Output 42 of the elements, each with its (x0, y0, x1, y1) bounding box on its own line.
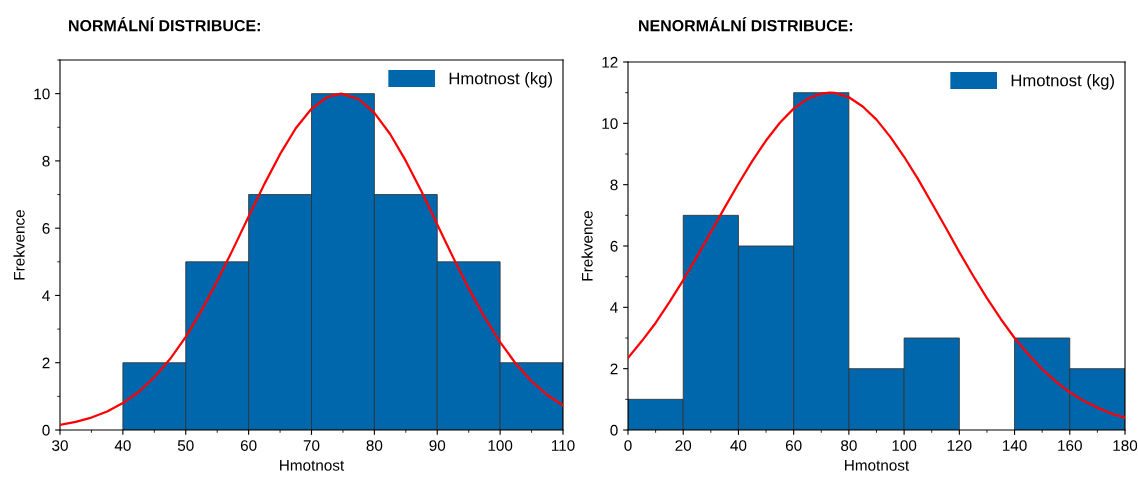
x-tick-label: 60 (785, 440, 802, 451)
y-tick-label: 12 (602, 56, 618, 68)
y-tick-label: 10 (34, 88, 50, 100)
y-tick-label: 6 (610, 240, 618, 252)
y-tick-label: 8 (42, 155, 50, 167)
chart-title: NENORMÁLNÍ DISTRIBUCE: (639, 16, 853, 32)
x-tick-label: 100 (892, 440, 917, 451)
line-series (60, 92, 563, 427)
chart-title: NORMÁLNÍ DISTRIBUCE: (69, 16, 260, 32)
x-tick-label: 80 (841, 440, 857, 451)
x-tick-label: 160 (1058, 440, 1082, 451)
x-tick-label: 100 (488, 440, 513, 451)
x-tick-label: 180 (1113, 440, 1138, 451)
x-tick-label: 120 (947, 440, 972, 451)
x-tick-label: 110 (551, 440, 575, 451)
y-axis-title: Frekvence (13, 210, 25, 280)
legend-label: Hmotnost (kg) (449, 72, 552, 88)
x-axis-title: Hmotnost (845, 460, 910, 471)
y-tick-label: 0 (610, 424, 618, 436)
x-tick-label: 50 (177, 440, 194, 451)
legend-label: Hmotnost (kg) (1011, 74, 1114, 90)
x-tick-label: 140 (1002, 440, 1027, 451)
x-axis-title: Hmotnost (280, 460, 345, 471)
y-tick-label: 6 (42, 223, 50, 234)
line-series (628, 91, 1125, 419)
x-tick-label: 30 (52, 440, 68, 451)
y-tick-label: 4 (42, 290, 50, 301)
x-tick-label: 90 (429, 440, 446, 451)
x-tick-label: 80 (366, 440, 383, 451)
x-tick-label: 60 (240, 440, 257, 451)
y-tick-label: 0 (42, 424, 50, 436)
x-tick-label: 0 (624, 440, 632, 451)
y-tick-label: 2 (610, 363, 618, 375)
x-tick-label: 70 (303, 440, 320, 451)
x-tick-label: 40 (730, 440, 747, 451)
y-axis-title: Frekvence (581, 211, 593, 281)
x-tick-label: 40 (114, 440, 131, 451)
x-tick-label: 20 (675, 440, 692, 451)
y-tick-label: 10 (602, 118, 618, 130)
y-tick-label: 8 (610, 179, 618, 191)
y-tick-label: 2 (42, 357, 50, 369)
y-tick-label: 4 (610, 302, 618, 313)
